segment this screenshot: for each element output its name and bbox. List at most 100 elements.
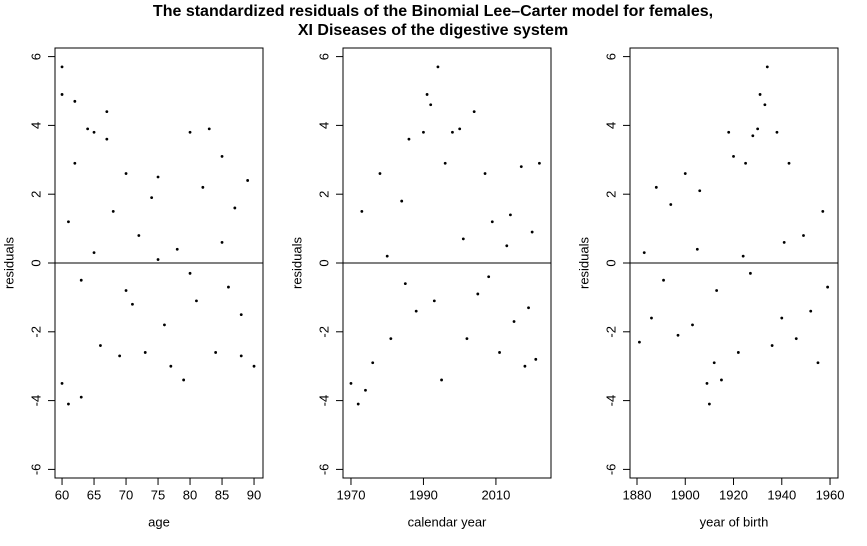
point [378,172,382,175]
point [414,309,418,313]
point [498,351,501,354]
point [751,134,755,138]
point [763,103,767,107]
point [175,247,179,251]
point [782,240,786,244]
point [691,323,694,327]
point [669,203,673,206]
y-tick-label: -2 [316,326,331,338]
x-tick-label: 1920 [719,487,748,502]
y-tick-label: 6 [316,53,331,60]
y-tick-label: -6 [316,464,331,476]
point [794,337,798,341]
point [816,361,820,365]
point [73,161,77,165]
point [60,65,64,69]
point [487,275,491,279]
point [705,382,709,385]
point [465,337,469,341]
point [523,364,527,368]
x-axis-label: age [148,514,170,529]
point [443,161,447,165]
point [758,93,762,96]
point [490,220,494,224]
x-tick-label: 60 [55,487,69,502]
point [451,130,454,134]
point [233,206,237,210]
point [534,357,538,361]
point [422,130,425,134]
y-tick-label: -4 [28,395,43,407]
point [239,313,243,316]
point [676,333,680,337]
point [802,234,805,237]
point [775,130,779,134]
point [650,316,653,320]
x-tick-label: 1880 [623,487,652,502]
point [638,340,641,344]
point [86,127,90,131]
point [124,172,128,175]
point [642,251,646,255]
x-tick-label: 65 [87,487,101,502]
x-tick-label: 1960 [816,487,845,502]
point [436,65,440,69]
point [111,210,115,213]
point [349,382,353,385]
x-tick-label: 1940 [767,487,796,502]
point [188,271,192,275]
point [425,93,429,96]
point [407,137,411,141]
point [683,172,687,175]
y-tick-label: -2 [603,326,618,338]
point [744,161,747,165]
point [530,230,534,234]
point [371,361,375,365]
point [79,278,83,282]
point [826,285,830,289]
y-tick-label: -4 [316,395,331,407]
point [519,165,523,169]
point [227,285,230,289]
point [79,395,83,399]
point [150,196,154,200]
point [252,364,256,368]
point [201,185,205,189]
title-line: The standardized residuals of the Binomi… [153,3,713,20]
point [73,99,77,103]
y-tick-label: 4 [603,122,618,129]
point [509,213,512,217]
point [787,161,791,165]
point [143,351,147,354]
point [440,378,443,382]
point [239,354,243,358]
point [698,189,702,193]
point [741,254,745,258]
point [195,299,198,303]
point [715,289,719,292]
point [527,306,530,310]
point [695,247,699,251]
x-tick-label: 75 [151,487,165,502]
point [385,254,389,258]
point [476,292,480,296]
point [727,130,731,134]
point [538,161,541,165]
y-tick-label: 6 [28,53,43,60]
x-axis-label: year of birth [700,514,769,529]
point [220,240,224,244]
point [131,302,134,306]
point [60,382,64,385]
point [749,271,752,275]
y-tick-label: 0 [603,259,618,266]
point [92,251,96,255]
point [118,354,122,358]
point [765,65,769,69]
point [60,93,64,96]
point [163,323,166,327]
y-tick-label: 4 [316,122,331,129]
x-tick-label: 90 [247,487,261,502]
point [207,127,211,131]
point [707,402,711,406]
